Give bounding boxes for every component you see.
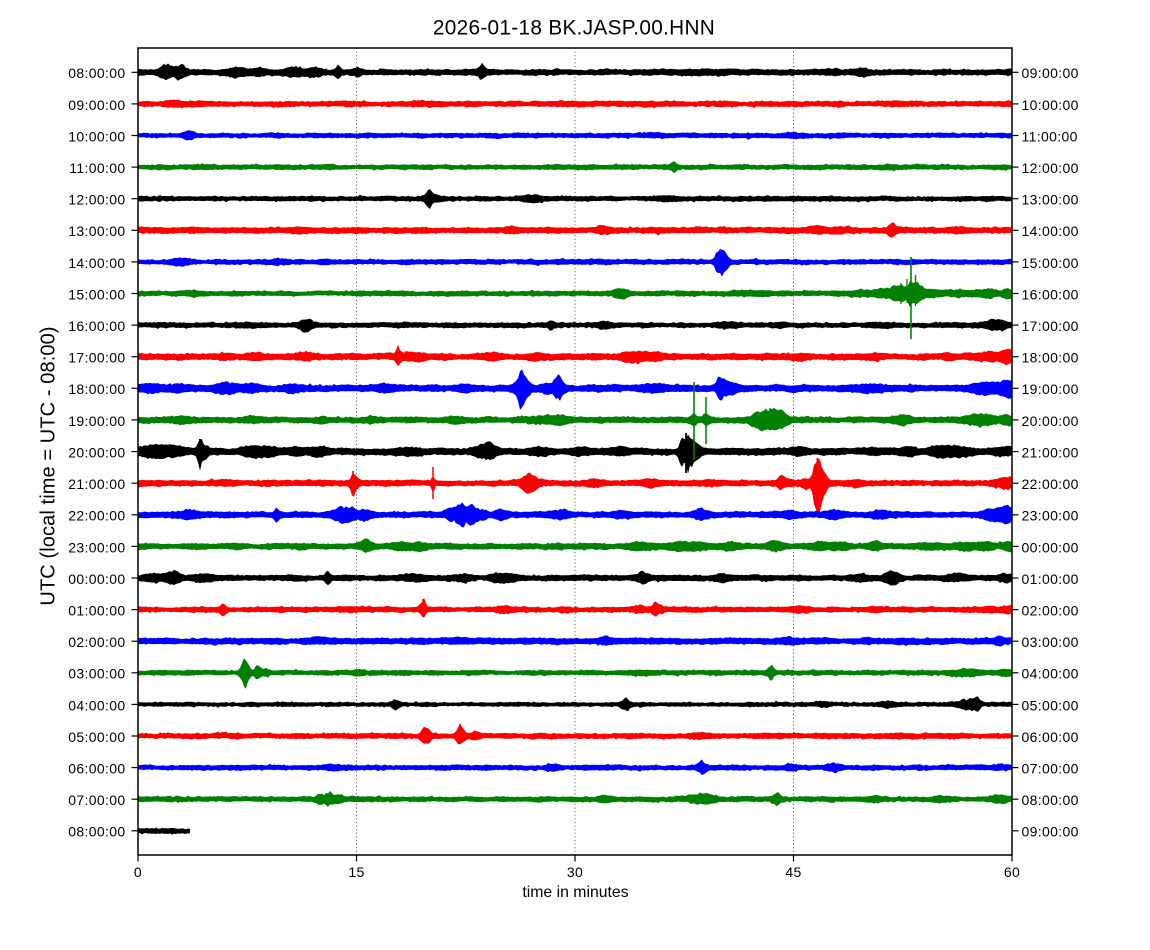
- svg-text:17:00:00: 17:00:00: [68, 350, 125, 366]
- svg-text:11:00:00: 11:00:00: [1022, 128, 1078, 144]
- svg-text:17:00:00: 17:00:00: [1022, 318, 1079, 334]
- svg-text:08:00:00: 08:00:00: [1022, 792, 1079, 808]
- svg-text:15: 15: [348, 864, 364, 880]
- svg-text:18:00:00: 18:00:00: [68, 381, 125, 397]
- svg-text:18:00:00: 18:00:00: [1022, 350, 1079, 366]
- svg-text:00:00:00: 00:00:00: [68, 571, 125, 587]
- svg-text:05:00:00: 05:00:00: [68, 729, 125, 745]
- svg-text:13:00:00: 13:00:00: [1022, 192, 1079, 208]
- svg-text:15:00:00: 15:00:00: [68, 286, 125, 302]
- svg-text:16:00:00: 16:00:00: [1022, 286, 1079, 302]
- svg-text:UTC (local time = UTC - 08:00): UTC (local time = UTC - 08:00): [38, 326, 60, 605]
- svg-text:12:00:00: 12:00:00: [68, 192, 125, 208]
- svg-text:23:00:00: 23:00:00: [1022, 508, 1079, 524]
- svg-text:03:00:00: 03:00:00: [68, 666, 125, 682]
- svg-text:10:00:00: 10:00:00: [68, 128, 125, 144]
- svg-text:09:00:00: 09:00:00: [1022, 65, 1079, 81]
- svg-text:07:00:00: 07:00:00: [1022, 761, 1079, 777]
- svg-text:08:00:00: 08:00:00: [68, 824, 125, 840]
- svg-text:14:00:00: 14:00:00: [68, 255, 125, 271]
- svg-text:2026-01-18 BK.JASP.00.HNN: 2026-01-18 BK.JASP.00.HNN: [433, 17, 715, 40]
- svg-text:14:00:00: 14:00:00: [1022, 223, 1079, 239]
- svg-text:06:00:00: 06:00:00: [1022, 729, 1079, 745]
- svg-text:01:00:00: 01:00:00: [68, 603, 125, 619]
- svg-text:16:00:00: 16:00:00: [68, 318, 125, 334]
- svg-text:20:00:00: 20:00:00: [68, 445, 125, 461]
- svg-text:22:00:00: 22:00:00: [68, 508, 125, 524]
- svg-text:21:00:00: 21:00:00: [1022, 445, 1079, 461]
- svg-text:02:00:00: 02:00:00: [1022, 603, 1079, 619]
- svg-text:20:00:00: 20:00:00: [1022, 413, 1079, 429]
- svg-text:30: 30: [567, 864, 583, 880]
- svg-text:19:00:00: 19:00:00: [1022, 381, 1079, 397]
- svg-text:06:00:00: 06:00:00: [68, 761, 125, 777]
- svg-text:21:00:00: 21:00:00: [68, 476, 125, 492]
- svg-text:23:00:00: 23:00:00: [68, 539, 125, 555]
- svg-text:45: 45: [785, 864, 801, 880]
- svg-text:09:00:00: 09:00:00: [1022, 824, 1079, 840]
- svg-text:0: 0: [134, 864, 142, 880]
- svg-text:04:00:00: 04:00:00: [68, 697, 125, 713]
- svg-text:13:00:00: 13:00:00: [68, 223, 125, 239]
- svg-text:11:00:00: 11:00:00: [69, 160, 125, 176]
- svg-text:22:00:00: 22:00:00: [1022, 476, 1079, 492]
- svg-text:04:00:00: 04:00:00: [1022, 666, 1079, 682]
- svg-text:19:00:00: 19:00:00: [68, 413, 125, 429]
- svg-text:time in minutes: time in minutes: [522, 884, 628, 901]
- svg-text:09:00:00: 09:00:00: [68, 97, 125, 113]
- svg-text:02:00:00: 02:00:00: [68, 634, 125, 650]
- svg-text:05:00:00: 05:00:00: [1022, 697, 1079, 713]
- svg-text:01:00:00: 01:00:00: [1022, 571, 1079, 587]
- svg-text:00:00:00: 00:00:00: [1022, 539, 1079, 555]
- svg-text:15:00:00: 15:00:00: [1022, 255, 1079, 271]
- svg-text:08:00:00: 08:00:00: [68, 65, 125, 81]
- svg-text:60: 60: [1004, 864, 1020, 880]
- svg-text:03:00:00: 03:00:00: [1022, 634, 1079, 650]
- svg-text:07:00:00: 07:00:00: [68, 792, 125, 808]
- svg-text:12:00:00: 12:00:00: [1022, 160, 1079, 176]
- svg-text:10:00:00: 10:00:00: [1022, 97, 1079, 113]
